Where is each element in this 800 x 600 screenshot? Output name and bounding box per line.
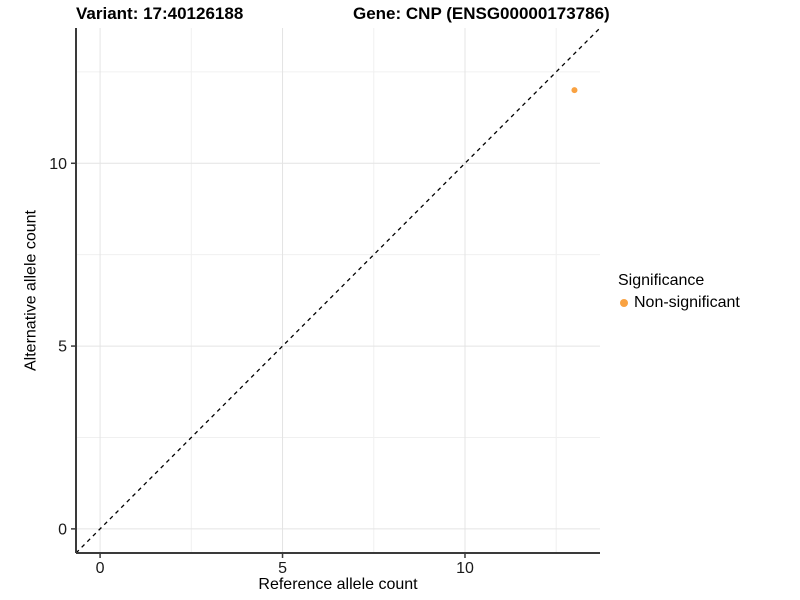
variant-title: Variant: 17:40126188 — [76, 4, 244, 23]
legend-item: Non-significant — [618, 294, 740, 312]
y-tick-label: 5 — [58, 339, 67, 356]
legend-title: Significance — [618, 272, 705, 289]
legend-items: Non-significant — [618, 294, 740, 312]
plot-panel: 0 5 10 0 5 10 — [49, 27, 601, 577]
identity-line — [75, 27, 601, 554]
y-tick-label: 0 — [58, 521, 67, 538]
gene-title: Gene: CNP (ENSG00000173786) — [353, 4, 610, 23]
legend: Significance Non-significant — [618, 272, 740, 312]
y-tick-label: 10 — [49, 156, 67, 173]
x-tick-label: 0 — [96, 560, 105, 577]
y-axis-title: Alternative allele count — [22, 210, 40, 371]
legend-item-label: Non-significant — [634, 294, 740, 311]
x-tick-label: 5 — [278, 560, 287, 577]
legend-key-dot-icon — [620, 299, 628, 307]
x-tick-label: 10 — [456, 560, 474, 577]
x-axis-title: Reference allele count — [258, 576, 418, 593]
data-point — [571, 87, 578, 94]
